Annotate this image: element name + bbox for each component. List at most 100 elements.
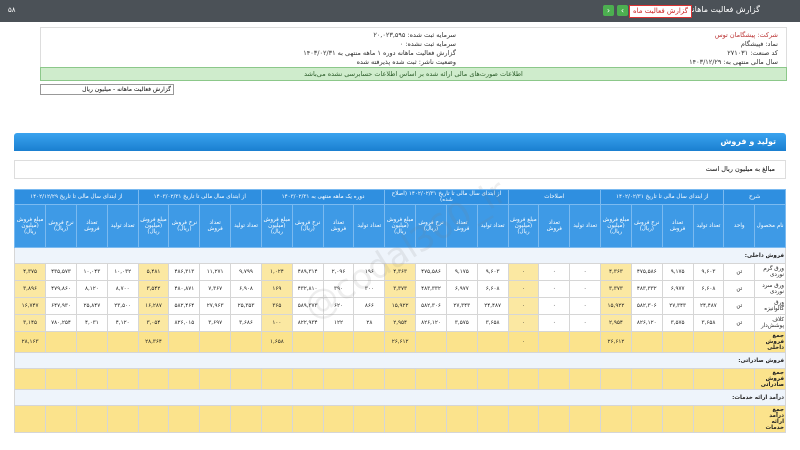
cell <box>507 405 540 433</box>
notice: اطلاعات صورت‌های مالی ارائه شده بر اساس … <box>40 67 787 81</box>
column-header: مبلغ فروش (میلیون ریال) <box>384 204 417 248</box>
cell: ۷۸۰,۲۵۴ <box>45 314 77 332</box>
cell: ۴,۱۲۰ <box>106 314 139 332</box>
cell <box>106 331 139 353</box>
cell: جمع فروش داخلی <box>754 331 786 353</box>
next-arrow[interactable]: › <box>617 5 628 16</box>
section-row: درآمد ارائه خدمات: <box>14 389 786 406</box>
cell: ۸۶۶ <box>353 297 386 315</box>
prev-arrow[interactable]: ‹ <box>603 5 614 16</box>
cell <box>476 331 509 353</box>
cell: ۳,۶۸۶ <box>230 314 262 332</box>
cell <box>230 368 262 390</box>
cell <box>322 331 355 353</box>
cell <box>630 368 663 390</box>
cell: ۳,۶۹۷ <box>199 314 232 332</box>
cell: ۴۸۳,۳۳۲ <box>415 280 447 298</box>
cell: ۰ <box>538 263 571 281</box>
section-title: فروش صادراتی: <box>14 352 786 369</box>
cell <box>445 331 478 353</box>
cell: جمع فروش صادراتی <box>754 368 786 390</box>
cell: ۱۰,۰۳۲ <box>106 263 139 281</box>
section-row: فروش داخلی: <box>14 247 786 264</box>
cell <box>692 331 725 353</box>
column-header: مبلغ فروش (میلیون ریال) <box>137 204 170 248</box>
total-row: جمع فروش صادراتی <box>13 368 786 390</box>
cell: ۶,۶۰۸ <box>476 280 509 298</box>
cell <box>415 405 447 433</box>
cell <box>199 405 232 433</box>
cell: ۴۸۶,۳۱۳ <box>168 263 201 281</box>
cell: ۵۸۲,۴۶۴ <box>168 297 201 315</box>
cell <box>630 405 663 433</box>
cell: ۱۶۹ <box>260 280 293 298</box>
cell: ۰ <box>569 263 602 281</box>
sales-table: شرح از ابتدای سال مالی تا تاریخ ۱۴۰۲/۰۲/۳… <box>13 189 786 433</box>
cell: ۶,۹۷۷ <box>445 280 478 298</box>
cell <box>723 368 756 390</box>
cell <box>45 331 77 353</box>
cell <box>260 368 293 390</box>
cell: ۶,۹۷۷ <box>661 280 694 298</box>
cell <box>661 331 694 353</box>
report-button[interactable]: گزارش فعالیت ماه <box>628 5 692 18</box>
cell <box>322 368 355 390</box>
section-title: درآمد ارائه خدمات: <box>14 389 786 406</box>
cell <box>230 331 262 353</box>
cell: ۳,۶۵۸ <box>476 314 509 332</box>
status: وضعیت ناشر: ثبت شده پذیرفته شده <box>356 58 456 66</box>
symbol: نماد: فپیشگام <box>740 40 778 48</box>
cell: ۱۰۰ <box>260 314 293 332</box>
column-header: نرخ فروش (ریال) <box>630 204 663 248</box>
column-header: مبلغ فروش (میلیون ریال) <box>507 204 540 248</box>
cell <box>507 368 540 390</box>
cell: ۳,۳۷۳ <box>384 280 417 298</box>
column-header: تعداد تولید <box>353 204 386 248</box>
cell: جمع درآمد ارائه خدمات <box>754 405 786 433</box>
cell <box>630 331 663 353</box>
cell: ۹,۱۷۵ <box>445 263 478 281</box>
cell <box>476 405 509 433</box>
cell <box>384 405 417 433</box>
counter: ۵۸ <box>8 6 16 14</box>
cell <box>45 368 77 390</box>
cell: ۰ <box>507 280 540 298</box>
cell <box>661 405 694 433</box>
data-row: کلاف پوشش‌دار تن ۳,۶۵۸ ۳,۵۷۵ ۸۲۶,۱۲۰ ۲,۹۵۴ ۰ ۰ ۰… <box>13 314 786 332</box>
cell <box>538 368 571 390</box>
cell: ۰ <box>538 280 571 298</box>
cell <box>230 405 262 433</box>
header-cell: شرح <box>723 189 786 205</box>
cell <box>13 368 47 390</box>
cell: ۳,۳۷۳ <box>600 280 632 298</box>
cell: ۱۶,۷۴۷ <box>13 297 47 315</box>
cell: ۰ <box>538 314 571 332</box>
cell <box>353 331 386 353</box>
cell: ورق گالوانیزه <box>754 297 786 315</box>
data-row: ورق گالوانیزه تن ۲۴,۴۸۷ ۲۷,۳۴۳ ۵۸۲,۳۰۶ ۱۵,۹۲۲… <box>13 297 786 315</box>
cell: ۰ <box>507 331 540 353</box>
cell <box>13 405 47 433</box>
cell <box>168 368 201 390</box>
section-title: تولید و فروش <box>720 137 776 146</box>
cell: تن <box>723 314 756 332</box>
cell: ۵۸۲,۳۰۶ <box>630 297 663 315</box>
cell <box>353 368 386 390</box>
cell: ۳,۶۵۸ <box>692 314 725 332</box>
report-select[interactable]: گزارش فعالیت ماهانه - میلیون ریال <box>40 84 174 95</box>
group-header: از ابتدای سال مالی تا تاریخ ۱۴۰۲/۰۲/۳۱ <box>600 189 725 205</box>
column-header: تعداد تولید <box>569 204 602 248</box>
cell: ۶۲۰ <box>322 297 355 315</box>
data-row: ورق گرم نوردی تن ۹,۶۰۳ ۹,۱۷۵ ۴۷۵,۵۸۶ ۴,۳۶۳ ۰ ۰ ۰… <box>13 263 786 281</box>
column-header: تعداد تولید <box>106 204 139 248</box>
cell: ۳,۱۴۵ <box>13 314 47 332</box>
total-row: جمع فروش داخلی ۲۶,۶۱۲ ۰ ۲۶,۶۱۲ ۱,۶۵۸ ۲۸,۳۶۴ ۲۸… <box>13 331 786 353</box>
cell: تن <box>723 263 756 281</box>
cell <box>569 331 602 353</box>
cell <box>137 405 170 433</box>
cell <box>45 405 77 433</box>
cell: ۴۸۹,۳۱۴ <box>291 263 324 281</box>
cell: ۸,۷۰۰ <box>106 280 139 298</box>
cell: ۲۶,۶۱۲ <box>384 331 417 353</box>
subheader-row: نام محصول واحد تعداد تولید تعداد فروش نرخ فر… <box>13 204 786 248</box>
